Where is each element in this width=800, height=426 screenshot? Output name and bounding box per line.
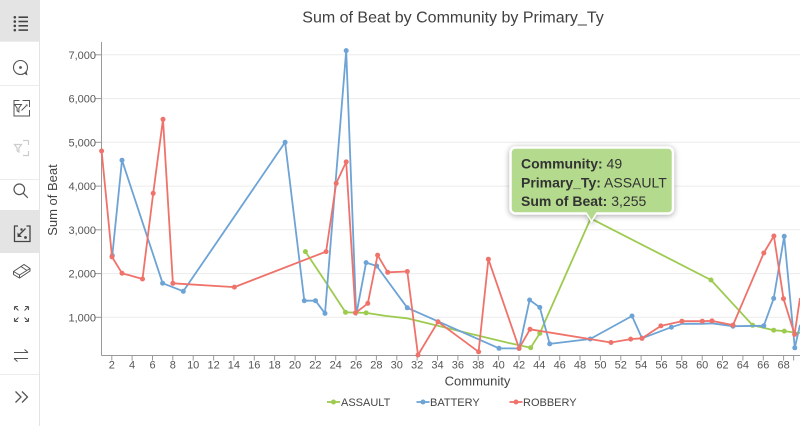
svg-text:12: 12 xyxy=(207,360,219,372)
svg-text:48: 48 xyxy=(574,360,586,372)
svg-text:64: 64 xyxy=(737,360,749,372)
svg-text:Sum of Beat by Community by Pr: Sum of Beat by Community by Primary_Ty xyxy=(302,10,603,27)
svg-text:Community: Community xyxy=(445,374,511,389)
svg-text:Community: 49: Community: 49 xyxy=(521,156,622,172)
svg-text:66: 66 xyxy=(757,360,769,372)
svg-text:4,000: 4,000 xyxy=(68,181,96,193)
svg-text:10: 10 xyxy=(187,360,199,372)
svg-text:26: 26 xyxy=(350,360,362,372)
svg-text:1,000: 1,000 xyxy=(68,312,96,324)
svg-text:7,000: 7,000 xyxy=(68,50,96,62)
svg-text:3,000: 3,000 xyxy=(68,225,96,237)
svg-text:50: 50 xyxy=(594,360,606,372)
svg-text:28: 28 xyxy=(370,360,382,372)
svg-text:36: 36 xyxy=(452,360,464,372)
svg-text:34: 34 xyxy=(431,360,443,372)
svg-text:32: 32 xyxy=(411,360,423,372)
svg-text:ASSAULT: ASSAULT xyxy=(341,397,391,409)
svg-text:8: 8 xyxy=(170,360,176,372)
svg-text:16: 16 xyxy=(248,360,260,372)
svg-text:Sum of Beat: Sum of Beat xyxy=(45,164,60,236)
svg-text:ROBBERY: ROBBERY xyxy=(523,397,577,409)
svg-text:38: 38 xyxy=(472,360,484,372)
svg-text:18: 18 xyxy=(268,360,280,372)
svg-text:60: 60 xyxy=(696,360,708,372)
svg-text:14: 14 xyxy=(228,360,240,372)
svg-text:6: 6 xyxy=(149,360,155,372)
svg-text:62: 62 xyxy=(716,360,728,372)
svg-text:Primary_Ty: ASSAULT: Primary_Ty: ASSAULT xyxy=(521,174,667,190)
svg-text:44: 44 xyxy=(533,360,545,372)
svg-text:5,000: 5,000 xyxy=(68,137,96,149)
svg-text:20: 20 xyxy=(289,360,301,372)
svg-text:4: 4 xyxy=(129,360,135,372)
svg-text:68: 68 xyxy=(777,360,789,372)
svg-text:58: 58 xyxy=(676,360,688,372)
svg-text:24: 24 xyxy=(330,360,342,372)
svg-text:BATTERY: BATTERY xyxy=(430,397,480,409)
svg-text:30: 30 xyxy=(391,360,403,372)
svg-text:42: 42 xyxy=(513,360,525,372)
svg-text:56: 56 xyxy=(655,360,667,372)
svg-text:Sum of Beat: 3,255: Sum of Beat: 3,255 xyxy=(521,193,646,209)
svg-text:54: 54 xyxy=(635,360,647,372)
svg-text:2: 2 xyxy=(109,360,115,372)
svg-text:22: 22 xyxy=(309,360,321,372)
svg-text:46: 46 xyxy=(554,360,566,372)
svg-text:6,000: 6,000 xyxy=(68,94,96,106)
svg-text:52: 52 xyxy=(615,360,627,372)
svg-text:2,000: 2,000 xyxy=(68,269,96,281)
svg-text:40: 40 xyxy=(492,360,504,372)
